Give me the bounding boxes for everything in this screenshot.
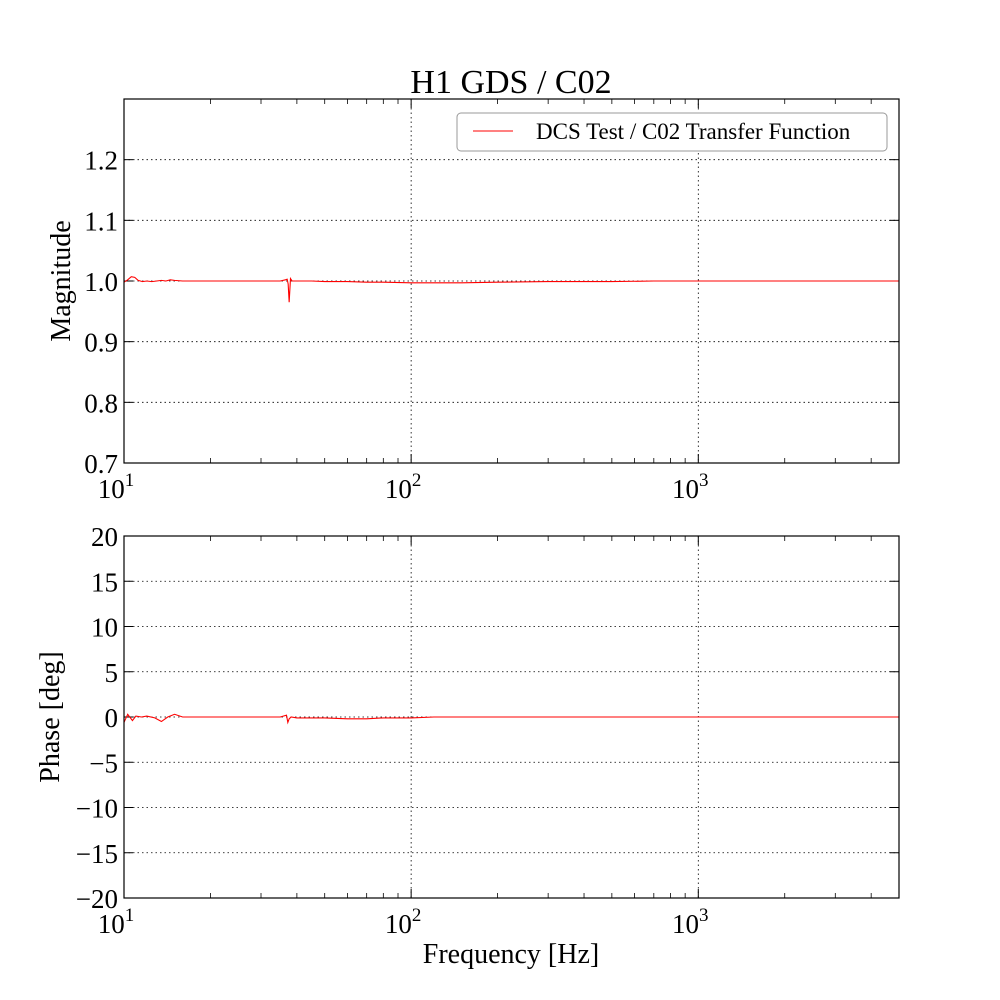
x-tick-label: 103	[672, 905, 709, 939]
phase-axes: 101 102 103 −20 −15 −10 −5 0 5 10 15 20 Phase [deg]…	[35, 522, 900, 970]
x-tick-label: 101	[98, 905, 135, 939]
legend-label: DCS Test / C02 Transfer Function	[536, 119, 851, 144]
phase-ylabel: Phase [deg]	[35, 651, 66, 782]
y-tick-label: 1.2	[84, 146, 118, 176]
y-tick-label: 0.8	[84, 388, 118, 418]
magnitude-series-line	[123, 276, 899, 303]
phase-plot-frame	[123, 535, 900, 899]
legend-box	[456, 112, 888, 152]
y-tick-label: 1.1	[84, 206, 118, 236]
magnitude-gridlines	[124, 99, 899, 463]
phase-ticks: 101 102 103 −20 −15 −10 −5 0 5 10 15 20	[76, 522, 900, 939]
y-tick-label: −5	[89, 748, 118, 778]
magnitude-ylabel: Magnitude	[46, 220, 77, 341]
y-tick-label: −10	[76, 794, 118, 824]
y-tick-label: 20	[91, 522, 118, 552]
y-tick-label: 10	[91, 613, 118, 643]
magnitude-axes: H1 GDS / C02 101 102 103 0.7 0.8 0.9 1.0 1.1 1.2…	[46, 64, 900, 504]
y-tick-label: 0	[105, 703, 119, 733]
y-tick-label: 0.9	[84, 328, 118, 358]
x-tick-label: 102	[385, 905, 422, 939]
legend: DCS Test / C02 Transfer Function	[456, 112, 888, 152]
y-tick-label: 5	[105, 658, 119, 688]
y-tick-label: −15	[76, 839, 118, 869]
x-tick-label: 101	[98, 470, 135, 504]
y-tick-label: −20	[76, 884, 118, 914]
y-tick-label: 0.7	[84, 449, 118, 479]
y-tick-label: 1.0	[84, 267, 118, 297]
magnitude-plot-frame	[123, 98, 900, 464]
phase-xlabel: Frequency [Hz]	[423, 939, 599, 970]
magnitude-ticks: 101 102 103 0.7 0.8 0.9 1.0 1.1 1.2	[84, 99, 900, 504]
chart-title: H1 GDS / C02	[410, 64, 611, 101]
x-tick-label: 103	[672, 470, 709, 504]
x-tick-label: 102	[385, 470, 422, 504]
y-tick-label: 15	[91, 567, 118, 597]
phase-series-line	[123, 713, 899, 725]
